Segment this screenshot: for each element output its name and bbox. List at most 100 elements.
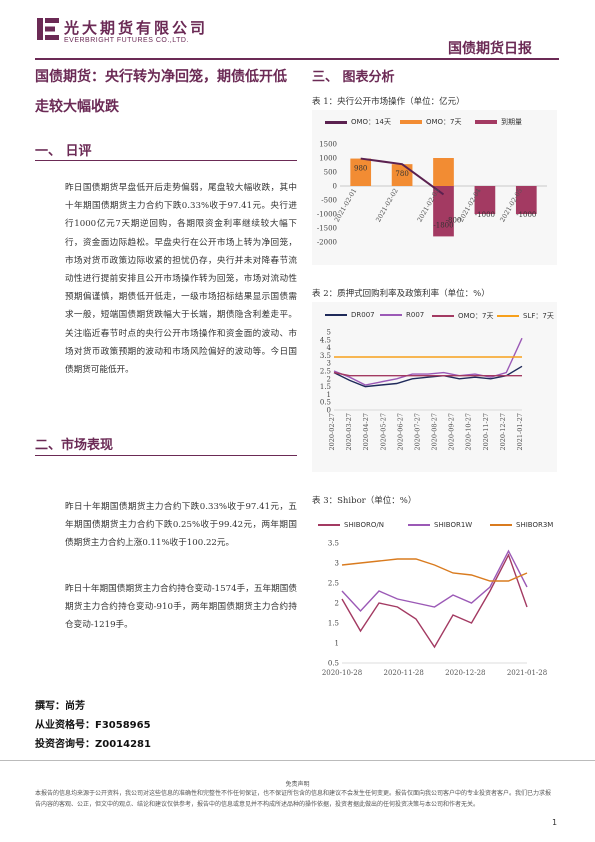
chart3-y-tick: 3.5 [328, 540, 339, 548]
chart2-series-line [333, 337, 523, 386]
author-consult-number: 投资咨询号：Z0014281 [35, 739, 151, 750]
chart2-y-tick: 3 [327, 360, 331, 368]
chart2-y-tick: 2 [327, 375, 331, 383]
chart1-y-tick: -1000 [317, 211, 337, 219]
chart2-y-tick: 3.5 [320, 352, 331, 360]
chart3-y-tick: 1.5 [328, 620, 339, 628]
chart3-y-tick: 3 [335, 560, 339, 568]
chart2-y-tick: 4 [327, 344, 332, 352]
chart2-y-tick: 1.5 [320, 383, 331, 391]
chart3-panel [312, 510, 557, 682]
market-performance-paragraph-2: 昨日十年期国债期货主力合约持仓变动-1574手，五年期国债期货主力合约持仓变动-… [65, 584, 297, 631]
report-title: 国债期货日报 [448, 41, 532, 57]
chart2-series-line [333, 365, 523, 388]
chart1-data-label: -800 [446, 216, 462, 224]
company-name-en: EVERBRIGHT FUTURES CO.,LTD. [64, 37, 189, 44]
chart2-x-tick: 2020-04-27 [362, 413, 370, 450]
chart3-caption: 表 3：Shibor（单位：%） [312, 496, 417, 506]
chart2-panel [312, 302, 557, 472]
chart1-bar [350, 158, 372, 186]
chart2-y-tick: 5 [327, 329, 331, 337]
chart2-x-tick: 2020-05-27 [379, 413, 387, 450]
chart2-x-tick: 2020-12-27 [499, 413, 507, 450]
daily-review-paragraph: 昨日国债期货早盘低开后走势偏弱，尾盘较大幅收跌，其中十年期国债期货主力合约下跌0… [65, 183, 297, 376]
chart3-y-tick: 0.5 [328, 660, 339, 668]
market-performance-paragraph-1: 昨日十年期国债期货主力合约下跌0.33%收于97.41元，五年期国债期货主力合约… [65, 502, 297, 549]
chart2-x-tick: 2020-07-27 [413, 413, 421, 450]
chart3-legend-shibor-on: SHIBORO/N [318, 521, 384, 529]
chart3-x-tick: 2020-10-28 [322, 669, 362, 677]
author-license: 从业资格号：F3058965 [35, 720, 151, 731]
chart2-x-tick: 2020-10-27 [465, 413, 473, 450]
chart3-series-line [341, 553, 528, 649]
chart2-legend-r007: R007 [380, 311, 424, 319]
chart2-caption: 表 2：质押式回购利率及政策利率（单位：%） [312, 289, 490, 299]
chart1-y-tick: 1500 [319, 141, 337, 149]
headline: 国债期货：央行转为净回笼，期债低开低走较大幅收跌 [35, 69, 287, 115]
chart1-y-tick: -500 [321, 197, 337, 205]
chart1-legend-omo14: OMO：14天 [325, 117, 391, 127]
section-title-market-performance: 二、市场表现 [35, 438, 114, 453]
chart2-y-tick: 1 [327, 391, 331, 399]
chart1-series-line [360, 157, 445, 196]
chart3-y-tick: 1 [335, 640, 339, 648]
chart1-y-tick: -1500 [317, 225, 337, 233]
author-name: 撰写：尚芳 [35, 701, 85, 712]
everbright-logo-icon [37, 18, 59, 40]
section-title-daily-review: 一、 日评 [35, 144, 92, 159]
section-divider [35, 455, 297, 456]
chart2-y-tick: 4.5 [320, 336, 331, 344]
chart1-data-label: -1000 [516, 211, 536, 219]
section-divider [35, 160, 297, 161]
chart3-svg: 0.5 1 1.5 2 2.5 3 3.5 2020-10-28 2020-11-28 2020-… [322, 540, 547, 678]
disclaimer-text: 本报告的信息均来源于公开资料，我公司对这些信息的准确性和完整性不作任何保证，也不… [35, 790, 552, 808]
chart1-data-label: -1000 [475, 211, 495, 219]
chart1-x-tick: 2021-02-02 [374, 187, 400, 223]
chart3-y-tick: 2 [335, 600, 339, 608]
chart2-x-tick: 2021-01-27 [516, 413, 524, 450]
company-name-cn: 光大期货有限公司 [64, 19, 209, 37]
chart3-legend-shibor-1w: SHIBOR1W [408, 521, 472, 529]
chart1-x-tick: 2021-02-01 [333, 187, 359, 223]
chart3-x-tick: 2020-11-28 [383, 669, 423, 677]
chart1-y-tick: 0 [333, 183, 337, 191]
chart1-caption: 表 1：央行公开市场操作（单位：亿元） [312, 97, 465, 107]
page-number: 1 [552, 818, 558, 827]
chart1-y-tick: -2000 [317, 239, 337, 247]
chart1-y-tick: 1000 [319, 155, 337, 163]
chart1-bar [433, 158, 454, 186]
chart1-data-label: 780 [395, 170, 408, 178]
chart3-y-tick: 2.5 [328, 580, 339, 588]
chart3-series-line [341, 558, 528, 582]
chart2-legend-slf7: SLF：7天 [497, 311, 554, 321]
chart1-bar [391, 164, 413, 186]
chart2-y-tick: 0.5 [320, 399, 331, 407]
header-divider [35, 58, 559, 60]
chart2-y-tick: 0 [327, 407, 331, 415]
chart2-legend-omo7: OMO：7天 [432, 311, 494, 321]
footer-divider [0, 760, 595, 761]
chart1-legend-maturity: 到期量 [475, 117, 522, 127]
chart3-legend-shibor-3m: SHIBOR3M [490, 521, 553, 529]
chart2-x-tick: 2020-06-27 [396, 413, 404, 450]
chart2-series-line [333, 371, 522, 377]
chart1-data-label: 980 [354, 165, 367, 173]
section-title-chart-analysis: 三、 图表分析 [312, 70, 395, 85]
chart1-y-tick: 500 [324, 169, 337, 177]
chart3-x-tick: 2021-01-28 [507, 669, 547, 677]
chart1-bar [515, 186, 537, 214]
chart1-bar [433, 186, 454, 237]
chart2-svg: 00.511.522.533.544.55 2020-02-27 2020-03-2… [320, 329, 524, 451]
chart2-x-tick: 2020-02-27 [328, 413, 336, 450]
chart2-x-tick: 2020-08-27 [431, 413, 439, 450]
chart2-x-tick: 2020-09-27 [448, 413, 456, 450]
chart2-legend-dr007: DR007 [325, 311, 375, 319]
chart1-bar [474, 186, 496, 214]
disclaimer-title: 免责声明 [285, 781, 310, 788]
chart1-svg: 1500 1000 500 0 -500 -1000 -1500 -2000 980 780 -18… [317, 141, 547, 247]
chart2-y-tick: 2.5 [320, 368, 331, 376]
chart3-series-line [341, 549, 528, 613]
chart2-x-tick: 2020-03-27 [345, 413, 353, 450]
chart3-x-tick: 2020-12-28 [445, 669, 485, 677]
chart2-x-tick: 2020-11-27 [482, 413, 490, 450]
